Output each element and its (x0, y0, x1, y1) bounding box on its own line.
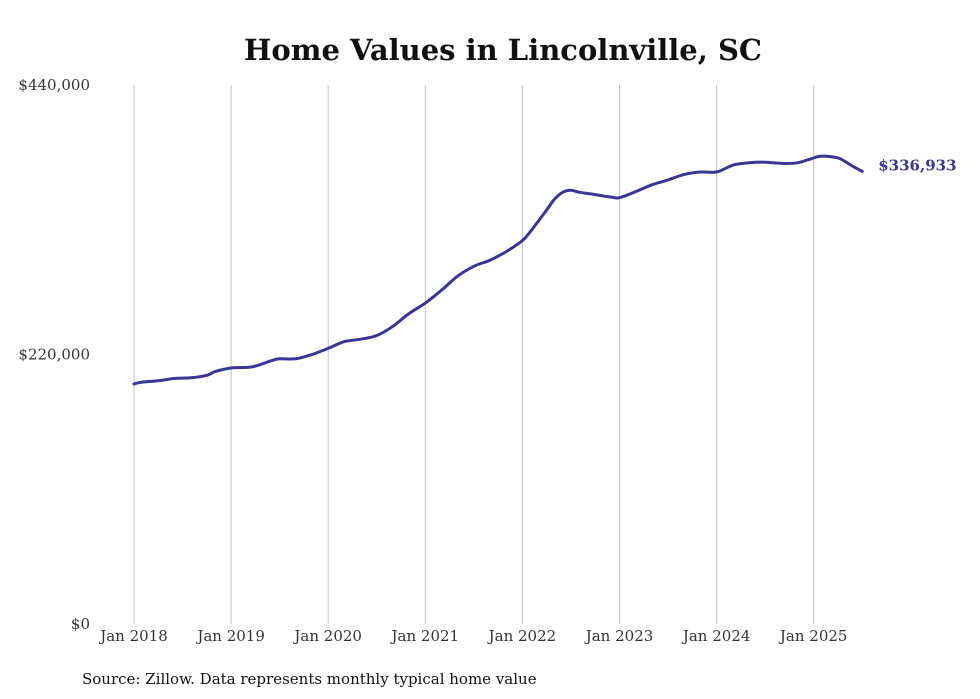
y-tick-label: $220,000 (18, 346, 90, 364)
chart-title: Home Values in Lincolnville, SC (244, 33, 762, 67)
y-axis: $0 $220,000 $440,000 (18, 76, 90, 633)
y-tick-label: $0 (71, 615, 90, 633)
x-tick-label: Jan 2023 (584, 627, 654, 645)
x-tick-label: Jan 2024 (681, 627, 751, 645)
x-tick-label: Jan 2020 (292, 627, 362, 645)
x-tick-label: Jan 2021 (390, 627, 460, 645)
home-value-line (132, 154, 864, 386)
latest-value-label: $336,933 (878, 156, 956, 174)
gridlines (133, 85, 815, 624)
x-tick-label: Jan 2022 (487, 627, 557, 645)
x-tick-label: Jan 2018 (98, 627, 168, 645)
x-tick-label: Jan 2025 (778, 627, 848, 645)
x-axis: Jan 2018 Jan 2019 Jan 2020 Jan 2021 Jan 2022… (98, 627, 847, 645)
y-tick-label: $440,000 (18, 76, 90, 94)
source-note: Source: Zillow. Data represents monthly … (82, 670, 537, 688)
x-tick-label: Jan 2019 (195, 627, 265, 645)
